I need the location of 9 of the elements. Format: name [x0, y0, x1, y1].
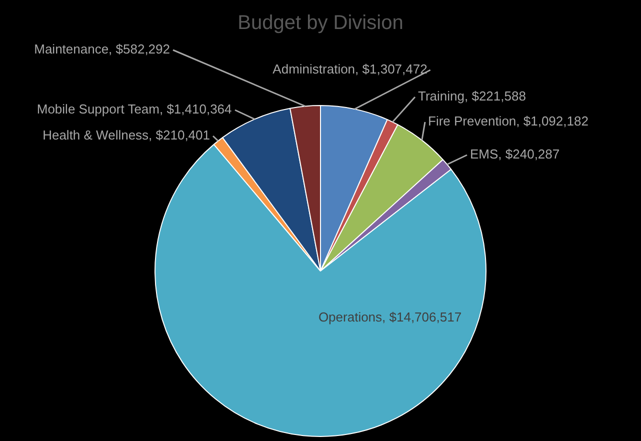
slice-label: Health & Wellness, $210,401 [42, 128, 210, 143]
slice-label: Operations, $14,706,517 [318, 310, 462, 325]
slice-label: Mobile Support Team, $1,410,364 [36, 102, 232, 117]
slice-label: Administration, $1,307,472 [272, 62, 428, 77]
slice-label: Fire Prevention, $1,092,182 [428, 114, 588, 129]
slice-label: EMS, $240,287 [470, 146, 560, 162]
slice-label: Training, $221,588 [418, 88, 526, 104]
chart-title: Budget by Division [236, 12, 404, 35]
slice-label: Maintenance, $582,292 [34, 42, 170, 57]
